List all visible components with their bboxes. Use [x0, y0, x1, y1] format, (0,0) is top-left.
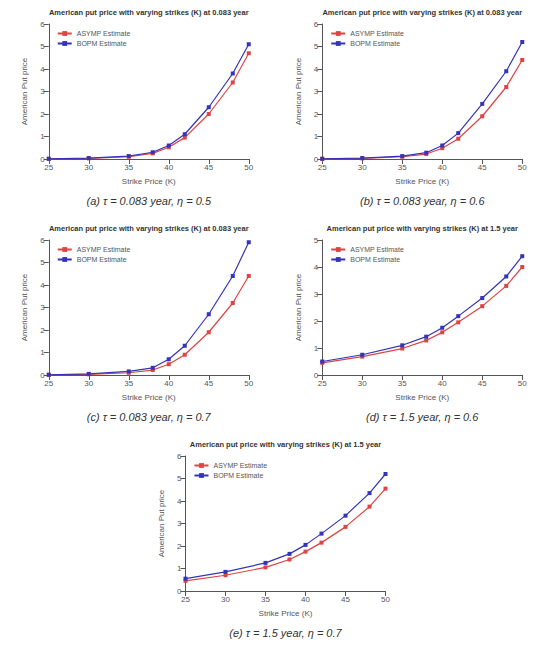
svg-text:2: 2	[40, 326, 45, 335]
svg-text:(d) τ = 1.5 year, η = 0.6: (d) τ = 1.5 year, η = 0.6	[366, 411, 479, 423]
svg-text:35: 35	[398, 163, 407, 172]
svg-text:50: 50	[244, 379, 253, 388]
svg-text:50: 50	[244, 163, 253, 172]
svg-text:1: 1	[40, 132, 45, 141]
svg-text:2: 2	[314, 110, 319, 119]
svg-text:6: 6	[314, 20, 319, 29]
svg-text:40: 40	[164, 379, 173, 388]
svg-text:50: 50	[381, 595, 390, 604]
svg-text:American Put price: American Put price	[20, 57, 29, 125]
svg-text:25: 25	[318, 379, 327, 388]
svg-text:6: 6	[40, 20, 45, 29]
svg-text:45: 45	[204, 379, 213, 388]
svg-text:2: 2	[177, 542, 182, 551]
svg-text:45: 45	[204, 163, 213, 172]
svg-text:3: 3	[177, 519, 182, 528]
svg-text:30: 30	[358, 379, 367, 388]
svg-text:0: 0	[177, 586, 182, 596]
svg-text:0: 0	[313, 370, 319, 380]
svg-text:40: 40	[438, 163, 447, 172]
svg-text:40: 40	[301, 595, 310, 604]
svg-text:30: 30	[84, 163, 93, 172]
svg-text:5: 5	[177, 474, 182, 483]
svg-text:2: 2	[40, 110, 45, 119]
svg-text:35: 35	[261, 595, 270, 604]
svg-text:0: 0	[40, 154, 45, 164]
svg-text:4: 4	[177, 497, 182, 506]
svg-text:Strike Price (K): Strike Price (K)	[122, 393, 176, 402]
svg-text:25: 25	[181, 595, 190, 604]
svg-text:BOPM Estimate: BOPM Estimate	[350, 256, 400, 263]
svg-text:30: 30	[221, 595, 230, 604]
svg-text:50: 50	[518, 379, 527, 388]
svg-text:BOPM Estimate: BOPM Estimate	[77, 256, 127, 263]
svg-text:25: 25	[44, 379, 53, 388]
svg-text:35: 35	[124, 163, 133, 172]
svg-text:3: 3	[40, 87, 45, 96]
svg-text:30: 30	[358, 163, 367, 172]
svg-text:4: 4	[40, 281, 45, 290]
svg-text:Strike Price (K): Strike Price (K)	[395, 177, 449, 186]
svg-text:ASYMP Estimate: ASYMP Estimate	[214, 462, 268, 469]
svg-text:ASYMP Estimate: ASYMP Estimate	[77, 246, 131, 253]
svg-text:45: 45	[478, 379, 487, 388]
svg-text:3: 3	[314, 290, 319, 299]
svg-text:BOPM Estimate: BOPM Estimate	[77, 40, 127, 47]
svg-text:American put price with varyin: American put price with varying strikes …	[327, 224, 518, 233]
svg-text:BOPM Estimate: BOPM Estimate	[350, 40, 400, 47]
svg-text:(b) τ = 0.083 year, η = 0.6: (b) τ = 0.083 year, η = 0.6	[360, 195, 485, 207]
svg-text:American Put price: American Put price	[157, 489, 166, 557]
svg-text:5: 5	[314, 42, 319, 51]
svg-text:35: 35	[398, 379, 407, 388]
svg-text:40: 40	[164, 163, 173, 172]
svg-text:5: 5	[314, 236, 319, 245]
svg-text:1: 1	[314, 344, 319, 353]
svg-text:2: 2	[314, 317, 319, 326]
svg-text:(c) τ = 0.083 year, η = 0.7: (c) τ = 0.083 year, η = 0.7	[87, 411, 212, 423]
svg-text:4: 4	[40, 65, 45, 74]
svg-text:3: 3	[40, 303, 45, 312]
svg-text:5: 5	[40, 258, 45, 267]
svg-text:35: 35	[124, 379, 133, 388]
svg-text:40: 40	[438, 379, 447, 388]
svg-text:1: 1	[40, 348, 45, 357]
svg-text:25: 25	[44, 163, 53, 172]
svg-text:American Put price: American Put price	[294, 57, 303, 125]
svg-text:(e) τ = 1.5 year, η = 0.7: (e) τ = 1.5 year, η = 0.7	[229, 627, 342, 639]
svg-text:1: 1	[177, 564, 182, 573]
svg-text:3: 3	[314, 87, 319, 96]
svg-text:4: 4	[314, 263, 319, 272]
svg-text:ASYMP Estimate: ASYMP Estimate	[350, 246, 404, 253]
svg-text:American Put price: American Put price	[20, 273, 29, 341]
svg-text:American put price with varyin: American put price with varying strikes …	[322, 8, 522, 17]
svg-text:Strike Price (K): Strike Price (K)	[122, 177, 176, 186]
svg-text:American put price with varyin: American put price with varying strikes …	[49, 224, 249, 233]
svg-text:BOPM Estimate: BOPM Estimate	[214, 472, 264, 479]
svg-text:6: 6	[40, 236, 45, 245]
svg-text:Strike Price (K): Strike Price (K)	[259, 609, 313, 618]
svg-text:American put price with varyin: American put price with varying strikes …	[190, 440, 381, 449]
svg-text:45: 45	[478, 163, 487, 172]
svg-text:0: 0	[313, 154, 319, 164]
svg-text:0: 0	[40, 370, 45, 380]
svg-text:4: 4	[314, 65, 319, 74]
svg-text:ASYMP Estimate: ASYMP Estimate	[77, 30, 131, 37]
svg-text:30: 30	[84, 379, 93, 388]
svg-text:5: 5	[40, 42, 45, 51]
svg-text:American Put price: American Put price	[294, 273, 303, 341]
svg-text:6: 6	[177, 452, 182, 461]
svg-text:(a) τ = 0.083 year, η = 0.5: (a) τ = 0.083 year, η = 0.5	[86, 195, 211, 207]
svg-text:Strike Price (K): Strike Price (K)	[395, 393, 449, 402]
svg-text:American put price with varyin: American put price with varying strikes …	[49, 8, 249, 17]
svg-text:1: 1	[314, 132, 319, 141]
svg-text:50: 50	[518, 163, 527, 172]
svg-text:45: 45	[341, 595, 350, 604]
svg-text:25: 25	[318, 163, 327, 172]
svg-text:ASYMP Estimate: ASYMP Estimate	[350, 30, 404, 37]
